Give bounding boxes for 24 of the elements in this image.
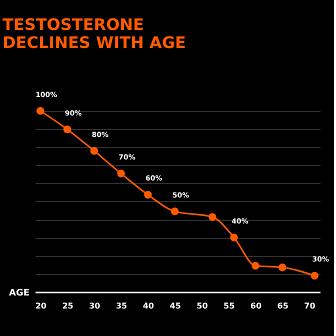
- chart-title: TESTOSTERONE DECLINES WITH AGE: [2, 14, 186, 52]
- point: [170, 208, 179, 216]
- x-tick-label: 35: [116, 302, 128, 310]
- x-tick-label: 30: [89, 302, 101, 310]
- x-tick-label: 65: [277, 302, 289, 310]
- x-tick-label: 50: [196, 302, 208, 310]
- point: [278, 264, 286, 272]
- point: [252, 262, 260, 270]
- point: [117, 170, 125, 178]
- x-tick-label: 70: [304, 302, 316, 310]
- point: [90, 147, 98, 155]
- point: [63, 125, 72, 134]
- x-tick-label: 25: [62, 302, 74, 310]
- x-tick-label: 55: [224, 302, 236, 310]
- point: [36, 107, 44, 115]
- x-tick-label: 40: [142, 302, 154, 310]
- x-tick-label: 45: [170, 302, 182, 310]
- point: [230, 234, 238, 242]
- point: [208, 213, 216, 221]
- point: [144, 190, 152, 199]
- x-tick-label: 60: [250, 302, 262, 310]
- x-axis-title: AGE: [8, 288, 30, 298]
- x-tick-label: 20: [35, 302, 47, 310]
- point: [310, 272, 318, 280]
